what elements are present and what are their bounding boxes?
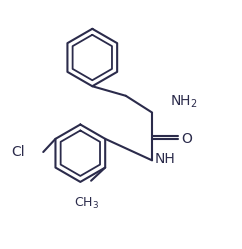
Text: CH$_3$: CH$_3$: [74, 196, 99, 211]
Text: O: O: [181, 132, 192, 146]
Text: Cl: Cl: [12, 145, 25, 159]
Text: NH$_2$: NH$_2$: [170, 94, 198, 110]
Text: NH: NH: [154, 152, 175, 166]
